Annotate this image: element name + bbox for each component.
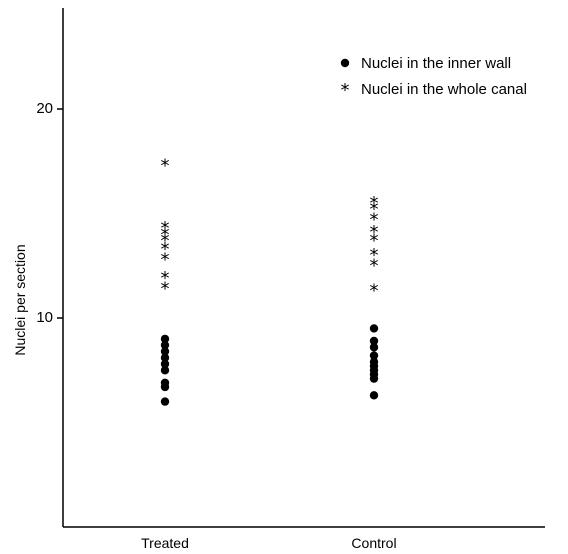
point-inner-wall-treated-4 xyxy=(160,359,170,369)
point-inner-wall-control-9 xyxy=(369,391,379,400)
point-whole-canal-control-3: * xyxy=(370,222,379,243)
point-whole-canal-control-5: * xyxy=(370,245,379,266)
legend-label-whole-canal: Nuclei in the whole canal xyxy=(361,81,527,98)
point-whole-canal-treated-7: * xyxy=(161,279,170,300)
x-category-label-control: Control xyxy=(351,535,396,551)
point-inner-wall-treated-3 xyxy=(160,353,170,362)
point-whole-canal-control-7: * xyxy=(370,281,379,302)
point-whole-canal-treated-0: * xyxy=(161,155,170,176)
y-tick-label-20: 20 xyxy=(36,100,53,117)
x-category-label-treated: Treated xyxy=(141,535,189,551)
data-points: **************** xyxy=(160,155,379,406)
point-whole-canal-treated-5: * xyxy=(161,249,170,270)
point-inner-wall-treated-5 xyxy=(160,366,170,375)
y-axis-title: Nuclei per section xyxy=(12,244,28,355)
point-inner-wall-treated-2 xyxy=(160,347,170,356)
point-inner-wall-control-3 xyxy=(369,351,379,360)
legend: Nuclei in the inner wall * Nuclei in the… xyxy=(341,55,527,101)
point-whole-canal-treated-1: * xyxy=(161,218,170,239)
point-inner-wall-control-2 xyxy=(369,343,379,352)
legend-label-inner-wall: Nuclei in the inner wall xyxy=(361,55,511,72)
point-whole-canal-treated-2: * xyxy=(161,224,170,245)
point-whole-canal-treated-6: * xyxy=(161,268,170,289)
point-inner-wall-treated-0 xyxy=(160,334,170,344)
y-tick-label-10: 10 xyxy=(36,309,53,326)
point-inner-wall-control-0 xyxy=(369,324,379,333)
legend-dot-marker xyxy=(340,58,350,68)
point-whole-canal-treated-3: * xyxy=(161,231,170,252)
point-inner-wall-treated-1 xyxy=(160,340,170,350)
point-inner-wall-control-1 xyxy=(369,336,379,346)
point-whole-canal-control-2: * xyxy=(370,210,379,231)
point-whole-canal-treated-4: * xyxy=(161,239,170,260)
point-whole-canal-control-4: * xyxy=(370,231,379,252)
legend-star-marker: * xyxy=(341,80,350,101)
point-whole-canal-control-0: * xyxy=(370,193,379,214)
point-inner-wall-control-8 xyxy=(369,374,379,383)
point-inner-wall-treated-8 xyxy=(160,397,170,406)
point-whole-canal-control-6: * xyxy=(370,256,379,277)
point-whole-canal-control-1: * xyxy=(370,199,379,220)
point-inner-wall-treated-7 xyxy=(160,382,170,392)
